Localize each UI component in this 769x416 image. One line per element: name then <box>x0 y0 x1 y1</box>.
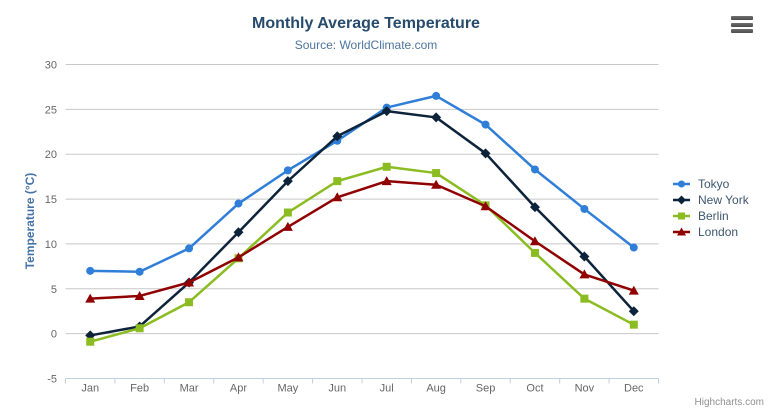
x-axis-label: Jan <box>81 383 99 395</box>
x-axis-label: Oct <box>526 383 543 395</box>
marker-new-york-nov[interactable] <box>579 251 590 262</box>
legend: Tokyo New York Berlin London <box>673 178 749 238</box>
marker-tokyo-nov[interactable] <box>580 204 589 213</box>
marker-london-jun[interactable] <box>332 192 343 202</box>
hamburger-icon <box>729 16 755 33</box>
marker-tokyo-apr[interactable] <box>234 199 243 208</box>
legend-marker-triangle-up-icon <box>673 227 690 236</box>
export-menu-button[interactable] <box>729 16 755 40</box>
x-axis-label: May <box>277 383 298 395</box>
marker-new-york-dec[interactable] <box>628 306 639 317</box>
marker-new-york-jun[interactable] <box>332 131 343 142</box>
series-line-tokyo[interactable] <box>88 94 636 273</box>
marker-london-may[interactable] <box>282 221 293 231</box>
marker-berlin-jun[interactable] <box>333 177 342 186</box>
marker-new-york-aug[interactable] <box>431 112 442 123</box>
y-axis-label: 5 <box>51 284 57 296</box>
marker-new-york-may[interactable] <box>282 176 293 187</box>
y-axis-label: 30 <box>45 60 57 72</box>
legend-label: New York <box>698 193 749 207</box>
marker-new-york-jul[interactable] <box>381 106 392 117</box>
x-axis-label: Mar <box>180 383 199 395</box>
marker-london-apr[interactable] <box>233 252 244 262</box>
marker-london-dec[interactable] <box>628 285 639 295</box>
legend-symbol <box>678 180 685 188</box>
marker-tokyo-oct[interactable] <box>530 165 539 174</box>
marker-berlin-may[interactable] <box>283 208 292 217</box>
y-axis-label: 25 <box>45 104 57 116</box>
legend-item-tokyo[interactable]: Tokyo <box>673 178 749 190</box>
marker-london-feb[interactable] <box>134 290 145 300</box>
x-axis-label: Feb <box>130 383 149 395</box>
series-line-london[interactable] <box>88 179 636 300</box>
legend-item-london[interactable]: London <box>673 226 749 238</box>
marker-london-aug[interactable] <box>431 179 442 189</box>
x-axis-label: Apr <box>230 383 247 395</box>
marker-berlin-dec[interactable] <box>629 320 638 329</box>
series-line-berlin[interactable] <box>88 165 636 343</box>
marker-london-jul[interactable] <box>381 176 392 186</box>
yaxis-title: Temperature (°C) <box>23 172 37 270</box>
chart-title: Monthly Average Temperature <box>252 15 480 32</box>
marker-new-york-oct[interactable] <box>529 202 540 213</box>
y-axis-label: 20 <box>45 149 57 161</box>
marker-london-mar[interactable] <box>184 277 195 287</box>
legend-symbol <box>677 227 686 236</box>
marker-berlin-jul[interactable] <box>382 162 391 171</box>
marker-london-sep[interactable] <box>480 201 491 211</box>
credits-link[interactable]: Highcharts.com <box>694 397 764 408</box>
legend-marker-diamond-icon <box>673 195 690 205</box>
x-axis-label: Nov <box>575 383 595 395</box>
marker-london-nov[interactable] <box>579 269 590 279</box>
marker-new-york-apr[interactable] <box>233 227 244 238</box>
chart-subtitle: Source: WorldClimate.com <box>294 38 438 52</box>
y-axis-label: -5 <box>47 374 57 386</box>
marker-berlin-mar[interactable] <box>185 298 194 307</box>
legend-symbol <box>678 212 685 220</box>
marker-tokyo-sep[interactable] <box>481 120 490 129</box>
legend-item-new-york[interactable]: New York <box>673 194 749 206</box>
legend-marker-circle-icon <box>673 180 690 188</box>
marker-tokyo-dec[interactable] <box>629 243 638 252</box>
legend-symbol <box>677 195 686 205</box>
marker-berlin-nov[interactable] <box>580 294 589 303</box>
legend-label: Tokyo <box>698 177 730 191</box>
x-axis-label: Dec <box>624 383 644 395</box>
marker-london-jan[interactable] <box>85 293 96 303</box>
y-axis-label: 15 <box>45 194 57 206</box>
marker-berlin-aug[interactable] <box>432 169 441 178</box>
x-axis-label: Jul <box>380 383 394 395</box>
legend-label: Berlin <box>698 209 729 223</box>
y-axis-label: 10 <box>45 239 57 251</box>
marker-berlin-jan[interactable] <box>86 337 95 346</box>
marker-tokyo-mar[interactable] <box>185 244 194 253</box>
x-axis-label: Aug <box>426 383 446 395</box>
marker-berlin-feb[interactable] <box>135 324 144 333</box>
marker-tokyo-may[interactable] <box>283 166 292 175</box>
marker-tokyo-aug[interactable] <box>432 91 441 100</box>
marker-berlin-oct[interactable] <box>530 248 539 257</box>
legend-marker-square-icon <box>673 212 690 220</box>
x-axis-label: Sep <box>476 383 496 395</box>
marker-london-oct[interactable] <box>529 236 540 246</box>
legend-label: London <box>698 225 739 239</box>
marker-tokyo-jan[interactable] <box>86 266 95 275</box>
marker-tokyo-feb[interactable] <box>135 267 144 276</box>
legend-item-berlin[interactable]: Berlin <box>673 210 749 222</box>
y-axis-label: 0 <box>51 329 57 341</box>
marker-new-york-sep[interactable] <box>480 148 491 159</box>
series-line-new-york[interactable] <box>88 109 636 337</box>
x-axis-label: Jun <box>328 383 346 395</box>
